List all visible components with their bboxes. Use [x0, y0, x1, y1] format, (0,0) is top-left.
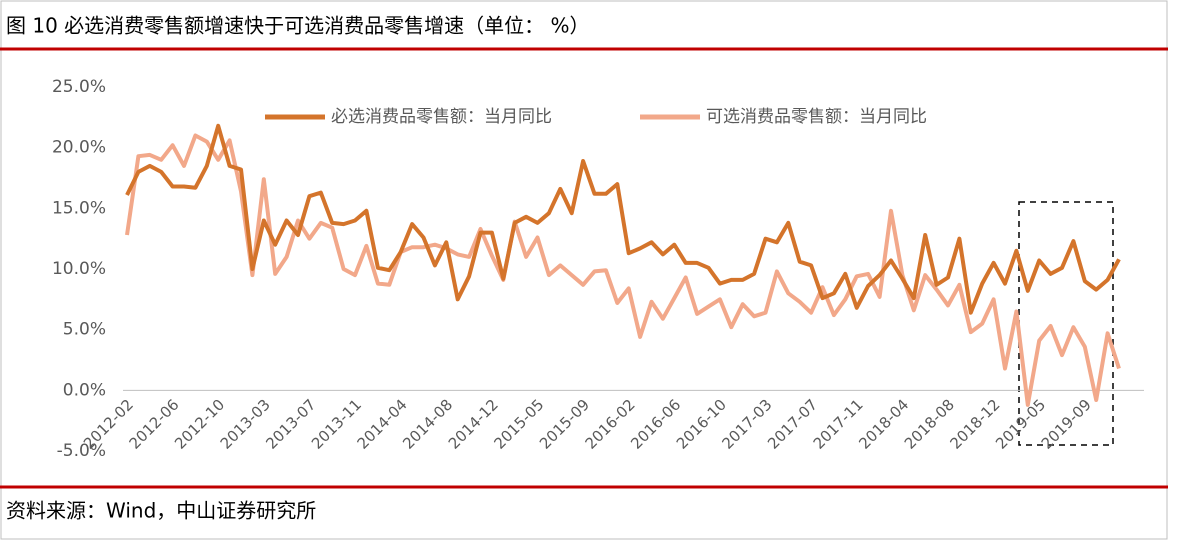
y-tick-label: 25.0% [52, 77, 106, 97]
y-tick-label: 10.0% [52, 259, 106, 279]
y-tick-label: 20.0% [52, 138, 106, 158]
y-tick-label: 5.0% [63, 320, 106, 340]
y-tick-label: -5.0% [57, 441, 106, 461]
legend-label: 可选消费品零售额：当月同比 [706, 107, 927, 127]
y-tick-label: 15.0% [52, 198, 106, 218]
x-tick-label: 2019-09 [1038, 396, 1095, 453]
series-line [125, 123, 1121, 315]
source: 资料来源：Wind，中山证券研究所 [6, 499, 316, 523]
legend-label: 必选消费品零售额：当月同比 [331, 107, 552, 127]
chart-title: 图 10 必选消费零售额增速快于可选消费品零售增速（单位： %） [6, 14, 590, 38]
series-line [125, 133, 1121, 407]
y-tick-label: 0.0% [63, 380, 106, 400]
